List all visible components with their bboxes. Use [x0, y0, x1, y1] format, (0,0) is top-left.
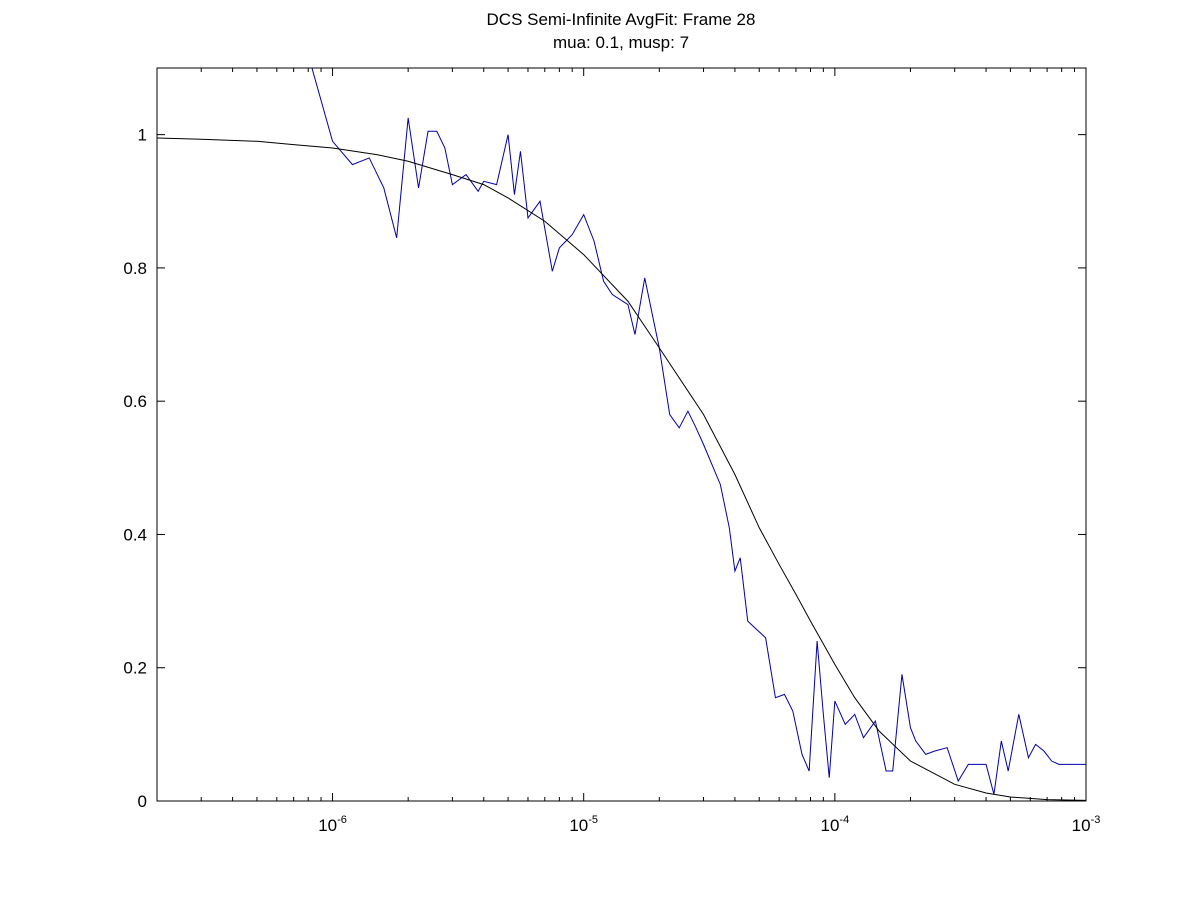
x-tick-label: 10-6	[318, 814, 347, 835]
x-tick-label: 10-3	[1072, 814, 1101, 835]
y-tick-label: 0.2	[123, 659, 147, 678]
y-tick-label: 1	[138, 126, 147, 145]
y-tick-label: 0.4	[123, 525, 147, 544]
chart-subtitle: mua: 0.1, musp: 7	[553, 33, 689, 52]
y-tick-label: 0.6	[123, 392, 147, 411]
ticks-layer: 10-6 10-5 10-4 10-3 0 0.2 0.4 0.6 0.8 1	[123, 68, 1100, 835]
series-line-2	[157, 137, 1086, 801]
y-tick-label: 0.8	[123, 259, 147, 278]
y-tick-label: 0	[138, 792, 147, 811]
plot-area	[157, 68, 1086, 801]
chart-title: DCS Semi-Infinite AvgFit: Frame 28	[487, 10, 756, 29]
series-line-1	[311, 68, 1086, 795]
series-layer	[157, 68, 1086, 801]
x-tick-label: 10-5	[569, 814, 598, 835]
x-tick-label: 10-4	[820, 814, 849, 835]
plot-frame	[156, 67, 1087, 802]
